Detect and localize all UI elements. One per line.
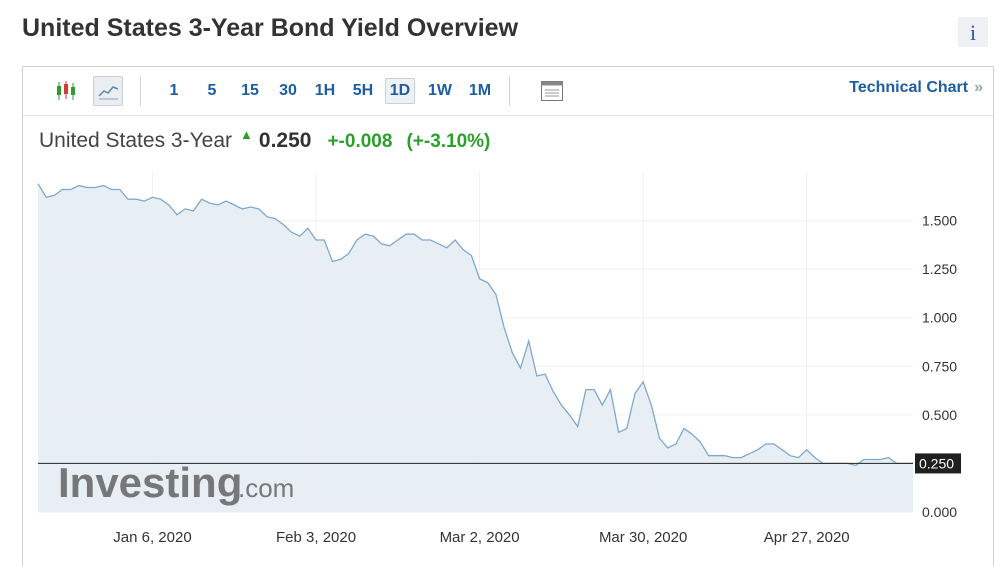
area-chart-button[interactable] [93,76,123,106]
panel-layout-icon [541,81,563,101]
up-arrow-icon: ▲ [240,127,253,142]
double-chevron-right-icon: » [974,79,983,96]
area-fill [38,183,913,512]
interval-30[interactable]: 30 [279,82,297,99]
current-value-box [915,453,961,474]
interval-1m[interactable]: 1M [468,82,492,99]
watermark-suffix: .com [238,473,294,503]
interval-1d[interactable]: 1D [385,78,415,104]
technical-chart-label: Technical Chart [849,79,969,96]
candlestick-icon [57,81,75,100]
investing-watermark: Investing .com [58,459,294,506]
interval-15[interactable]: 15 [241,82,259,99]
x-tick-label: Apr 27, 2020 [764,529,850,546]
toolbar-divider [509,76,510,106]
y-tick-label: 1.000 [922,310,957,326]
interval-5h[interactable]: 5H [352,82,374,99]
chart-toolbar: 1 5 15 30 1H 5H 1D 1W 1M Technical Chart» [23,67,993,116]
toolbar-divider [140,76,141,106]
x-tick-label: Feb 3, 2020 [276,529,356,546]
interval-5[interactable]: 5 [207,82,217,99]
technical-chart-link[interactable]: Technical Chart » [849,79,983,97]
y-tick-label: 0.750 [922,358,957,374]
percent-change: (+-3.10%) [406,131,491,152]
area-chart-icon [98,86,119,100]
info-icon[interactable]: i [958,17,988,47]
interval-1w[interactable]: 1W [428,82,452,99]
candlestick-chart-button[interactable] [51,76,81,106]
chart-settings-button[interactable] [537,76,567,106]
x-tick-label: Mar 2, 2020 [440,529,520,546]
instrument-name: United States 3-Year [39,129,233,152]
x-tick-label: Mar 30, 2020 [599,529,687,546]
series-line [37,183,913,467]
interval-1[interactable]: 1 [169,82,179,99]
price-change: +-0.008 [327,131,393,152]
last-price: 0.250 [258,129,312,152]
x-tick-label: Jan 6, 2020 [113,529,191,546]
y-tick-label: 1.250 [922,261,957,277]
y-tick-label: 0.500 [922,407,957,423]
y-tick-label: 1.500 [922,213,957,229]
current-value-label: 0.250 [919,455,954,471]
quote-header: United States 3-Year ▲ 0.250 +-0.008 (+-3.10… [39,127,491,153]
chart-widget: 1 5 15 30 1H 5H 1D 1W 1M Technical Chart» United… [22,66,994,566]
interval-1h[interactable]: 1H [314,82,336,99]
page-title: United States 3-Year Bond Yield Overview [22,14,519,42]
watermark-brand: Investing [58,459,242,506]
y-tick-label: 0.000 [922,504,957,520]
